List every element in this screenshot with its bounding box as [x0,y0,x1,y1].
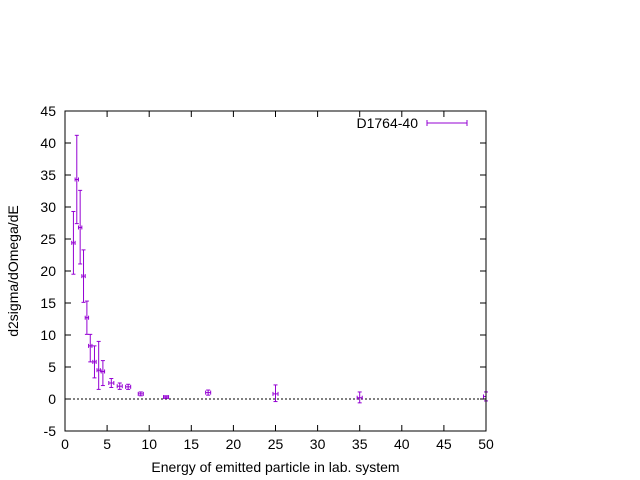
y-tick-label: 30 [40,199,56,215]
x-tick-label: 40 [394,436,410,452]
x-tick-label: 35 [352,436,368,452]
data-point [71,210,76,275]
legend-label: D1764-40 [357,115,419,131]
series-group [71,134,488,404]
y-axis-title: d2sigma/dOmega/dE [5,205,21,337]
y-tick-label: 40 [40,135,56,151]
x-tick-label: 15 [184,436,200,452]
x-tick-label: 10 [141,436,157,452]
data-point [100,360,106,387]
y-tick-label: -5 [44,423,57,439]
data-point [74,134,79,225]
y-tick-label: 10 [40,327,56,343]
x-tick-label: 20 [226,436,242,452]
x-tick-label: 50 [478,436,494,452]
y-tick-label: 35 [40,167,56,183]
data-point [137,391,144,397]
x-tick-label: 30 [310,436,326,452]
x-tick-label: 0 [61,436,69,452]
data-point [125,383,132,390]
data-point [96,340,101,390]
data-point [108,378,115,388]
x-tick-label: 5 [103,436,111,452]
series-layer [71,134,488,404]
y-tick-label: 20 [40,263,56,279]
legend: D1764-40 [357,115,468,131]
data-point [116,382,123,390]
data-point [272,384,279,403]
y-tick-label: 25 [40,231,56,247]
x-tick-label: 25 [268,436,284,452]
y-tick-label: 5 [48,359,56,375]
y-tick-label: 15 [40,295,56,311]
data-point [88,333,93,363]
x-tick-label: 45 [436,436,452,452]
x-axis-title: Energy of emitted particle in lab. syste… [151,459,399,475]
data-point [356,391,363,404]
data-point [205,389,212,396]
y-tick-label: 45 [40,103,56,119]
data-point [163,395,170,400]
legend-swatch [426,120,468,126]
y-tick-label: 0 [48,391,56,407]
data-point [84,300,90,335]
data-point [77,189,83,265]
data-point [81,249,86,303]
plot-frame [64,110,487,432]
data-point [92,345,97,379]
tick-layer [64,110,487,432]
